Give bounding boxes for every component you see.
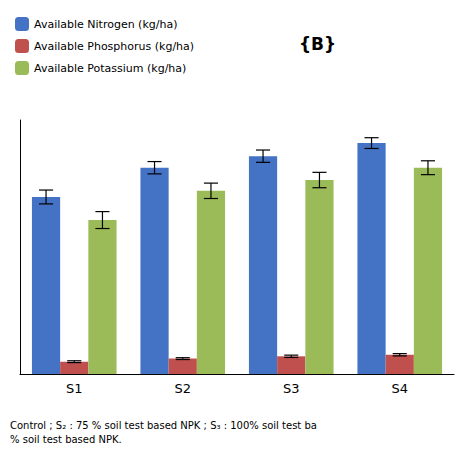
svg-text:S3: S3: [283, 381, 300, 396]
svg-text:S2: S2: [174, 381, 191, 396]
svg-text:{B}: {B}: [299, 34, 336, 54]
svg-text:S1: S1: [66, 381, 83, 396]
svg-text:Control ; S₂ : 75 % soil test: Control ; S₂ : 75 % soil test based NPK …: [10, 420, 317, 431]
svg-text:Available Potassium (kg/ha): Available Potassium (kg/ha): [34, 62, 186, 75]
svg-text:S4: S4: [391, 381, 408, 396]
svg-text:% soil test based NPK.: % soil test based NPK.: [10, 434, 122, 445]
svg-text:Available Nitrogen (kg/ha): Available Nitrogen (kg/ha): [34, 18, 177, 31]
svg-text:Available Phosphorus (kg/ha): Available Phosphorus (kg/ha): [34, 40, 194, 53]
